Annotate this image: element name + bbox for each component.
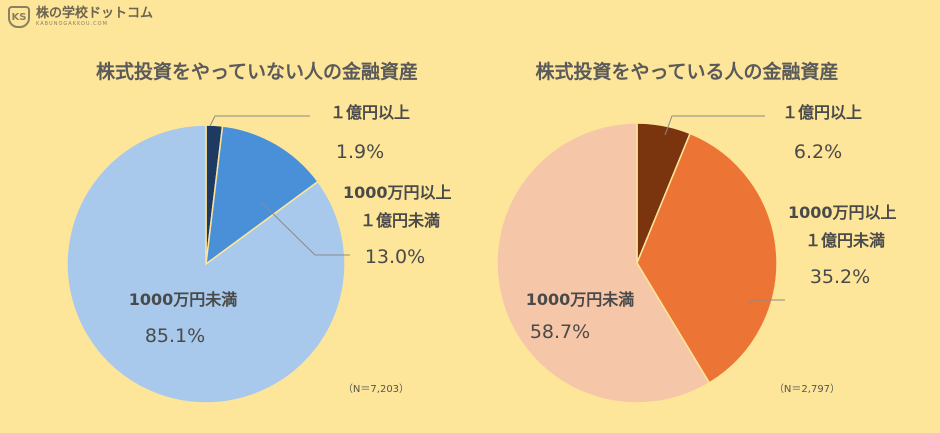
- chart-right: 株式投資をやっている人の金融資産 １億円以上 6.2% 1000万円以上 １億円…: [496, 60, 902, 404]
- chart-left-slice-2: [205, 125, 319, 266]
- chart-left-sample-size: （N＝7,203）: [343, 383, 409, 395]
- chart-left-leader-line-2: [261, 202, 350, 256]
- chart-right-slice-3-label: 1000万円未満: [526, 290, 635, 309]
- chart-left: 株式投資をやっていない人の金融資産 １億円以上 1.9% 1000万円以上 １億…: [66, 60, 457, 404]
- chart-right-slice-1-label: １億円以上: [782, 103, 862, 122]
- chart-right-leader-line-1: [664, 115, 765, 136]
- chart-left-slice-3-value: 85.1%: [145, 325, 205, 347]
- chart-left-title: 株式投資をやっていない人の金融資産: [96, 60, 418, 83]
- chart-left-slice-2-label-line-2: １億円未満: [360, 211, 440, 230]
- chart-right-slice-1-value: 6.2%: [794, 141, 842, 163]
- chart-right-slice-2-label-line-1: 1000万円以上: [788, 203, 897, 222]
- chart-right-slice-2-label-line-2: １億円未満: [805, 231, 885, 250]
- logo-badge-icon: KS: [8, 6, 30, 28]
- chart-left-slice-2-label-line-1: 1000万円以上: [343, 183, 452, 202]
- chart-right-slice-2-label: 1000万円以上 １億円未満: [788, 203, 902, 250]
- chart-right-leader-line-2: [747, 299, 785, 305]
- chart-right-sample-size: （N＝2,797）: [774, 383, 840, 395]
- chart-right-slice-3: [496, 122, 711, 404]
- logo-text: 株の学校ドットコム: [36, 6, 154, 21]
- chart-right-slice-2-value: 35.2%: [810, 266, 870, 288]
- chart-left-slice-3: [66, 124, 346, 404]
- chart-left-pie: [66, 124, 346, 404]
- chart-left-slice-1-value: 1.9%: [336, 141, 384, 163]
- chart-left-slice-1-label: １億円以上: [330, 103, 410, 122]
- chart-left-slice-2-label: 1000万円以上 １億円未満: [343, 183, 457, 230]
- chart-left-slice-2-value: 13.0%: [365, 246, 425, 268]
- chart-left-leader-line-1: [209, 115, 310, 127]
- chart-right-title: 株式投資をやっている人の金融資産: [535, 60, 838, 83]
- logo-subtext: KABUNOGAKKOU.COM: [36, 21, 108, 27]
- chart-right-slice-3-value: 58.7%: [530, 321, 590, 343]
- chart-left-slice-3-label: 1000万円未満: [129, 290, 238, 309]
- site-logo: KS 株の学校ドットコム KABUNOGAKKOU.COM: [8, 6, 153, 28]
- chart-right-pie: [496, 122, 778, 404]
